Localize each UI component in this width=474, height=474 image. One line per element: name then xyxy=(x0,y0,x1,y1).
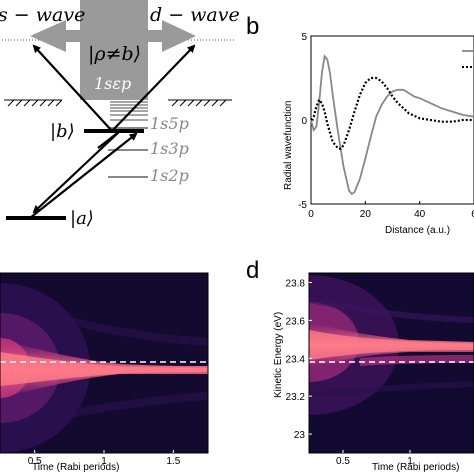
plot-d-ticks: 23.8 23.6 23.4 23.2 23 0.5 1 xyxy=(286,278,414,467)
plot-d-ytick-label: 23.4 xyxy=(286,354,306,365)
panel-b-letter: b xyxy=(246,13,259,40)
continuum-state-label: 1sεp xyxy=(94,74,131,93)
plot-d-xtick-label: 1 xyxy=(407,456,413,467)
ionization-hatching xyxy=(4,99,232,107)
plot-c-xtick-label: 1 xyxy=(101,456,107,467)
panel-c: 0.5 1 1.5 Time (Rabi periods) xyxy=(0,272,209,473)
plot-c-xtick-label: 0.5 xyxy=(28,456,42,467)
plot-b-xtick-label: 20 xyxy=(360,209,372,220)
plot-c-xlabel: Time (Rabi periods) xyxy=(32,462,119,473)
plot-b-ylabel: Radial wavefunction xyxy=(283,101,294,191)
plot-b-series-2-line xyxy=(310,76,474,150)
heatmap-d xyxy=(309,273,474,453)
plot-d-axes xyxy=(308,272,474,454)
plot-b-xtick-label: 6 xyxy=(471,209,474,220)
plot-d-ytick-label: 23.2 xyxy=(286,392,306,403)
continuum-column xyxy=(80,0,148,100)
plot-b-ticks: 02040650-5 xyxy=(298,32,474,220)
plot-b-ytick-label: -5 xyxy=(298,200,307,211)
plot-b-ytick-label: 5 xyxy=(301,32,307,43)
plot-d-ylabel: Kinetic Energy (eV) xyxy=(273,312,284,398)
plot-d-xlabel: Time (Rabi periods) xyxy=(372,462,459,473)
s-wave-label: s − wave xyxy=(0,4,85,26)
label-1s5p: 1s5p xyxy=(150,114,189,133)
panel-d-letter: d xyxy=(246,257,259,284)
rydberg-levels xyxy=(110,101,148,121)
label-1s2p: 1s2p xyxy=(150,166,189,185)
continuum-ket-label: |ρ≠b⟩ xyxy=(88,43,141,65)
plot-d-xtick-label: 0.5 xyxy=(336,456,350,467)
plot-b-xlabel: Distance (a.u.) xyxy=(385,225,450,236)
plot-c-xtick-label: 1.5 xyxy=(166,456,180,467)
wave-double-arrow xyxy=(30,20,196,52)
state-a-label: |a⟩ xyxy=(70,208,94,229)
plot-b-series xyxy=(310,54,474,196)
state-b-label: |b⟩ xyxy=(50,121,75,142)
panel-a: s − wave d − wave |ρ≠b⟩ 1sεp 1s5p 1s3p 1… xyxy=(0,0,240,229)
plot-b-xtick-label: 0 xyxy=(308,209,314,220)
plot-c-ticks: 0.5 1 1.5 xyxy=(28,450,181,467)
panel-b: b 02040650-5 Distance (a.u.) Radial wave… xyxy=(246,13,474,236)
plot-b-xtick-label: 40 xyxy=(414,209,426,220)
label-1s3p: 1s3p xyxy=(150,139,189,158)
transition-arrows xyxy=(29,44,196,219)
plot-d-ytick-label: 23.6 xyxy=(286,316,306,327)
plot-d-ytick-label: 23 xyxy=(294,430,306,441)
heatmap-c xyxy=(0,273,208,453)
panel-d: d 23.8 23.6 23.4 23.2 23 0.5 1 Time (Rabi peri… xyxy=(246,257,474,473)
plot-b-ytick-label: 0 xyxy=(301,116,307,127)
plot-d-ytick-label: 23.8 xyxy=(286,278,306,289)
plot-b-series-1-line xyxy=(310,54,474,196)
d-wave-label: d − wave xyxy=(150,4,240,26)
